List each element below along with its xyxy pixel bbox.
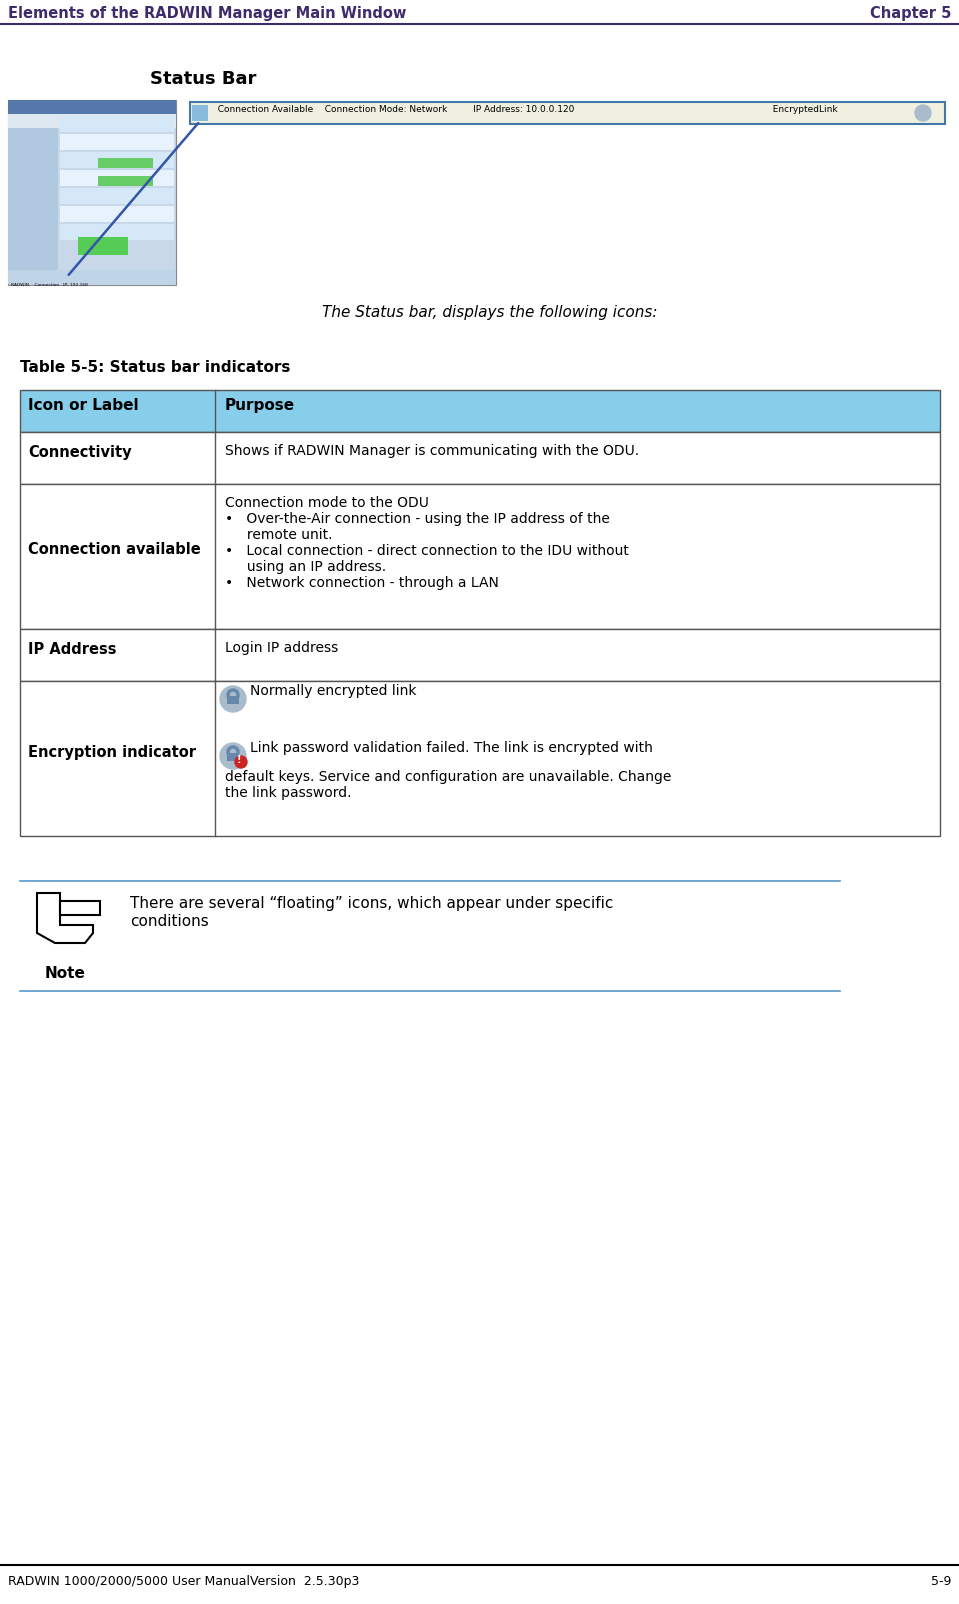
Text: Connectivity: Connectivity	[28, 444, 131, 459]
Bar	[60, 225, 174, 241]
Text: Status Bar: Status Bar	[150, 71, 256, 88]
Bar	[192, 104, 208, 120]
Text: remote unit.: remote unit.	[225, 528, 333, 542]
Text: Connection Available    Connection Mode: Network         IP Address: 10.0.0.120 : Connection Available Connection Mode: Ne…	[212, 104, 837, 114]
Bar	[20, 484, 940, 629]
Text: Link password validation failed. The link is encrypted with: Link password validation failed. The lin…	[250, 741, 653, 755]
Bar	[8, 99, 176, 114]
Bar	[78, 237, 128, 255]
Text: There are several “floating” icons, which appear under specific: There are several “floating” icons, whic…	[130, 897, 614, 911]
Text: •   Over-the-Air connection - using the IP address of the: • Over-the-Air connection - using the IP…	[225, 512, 610, 526]
Text: Login IP address: Login IP address	[225, 642, 339, 654]
Bar	[227, 696, 239, 704]
Text: !: !	[237, 755, 242, 765]
Bar	[8, 114, 176, 128]
Bar	[60, 135, 174, 151]
Text: RADWIN 1000/2000/5000 User ManualVersion  2.5.30p3: RADWIN 1000/2000/5000 User ManualVersion…	[8, 1575, 360, 1588]
Text: RADWIN    Connection   IP: 192.168: RADWIN Connection IP: 192.168	[11, 282, 88, 287]
Text: Connection available: Connection available	[28, 542, 200, 558]
Bar	[20, 390, 940, 431]
Bar	[20, 431, 940, 484]
Text: Purpose: Purpose	[225, 398, 295, 412]
Text: Encryption indicator: Encryption indicator	[28, 744, 196, 760]
Bar	[60, 188, 174, 204]
Text: Shows if RADWIN Manager is communicating with the ODU.: Shows if RADWIN Manager is communicating…	[225, 444, 639, 459]
Bar	[98, 176, 153, 186]
Bar	[60, 115, 174, 132]
Circle shape	[915, 104, 931, 120]
Text: •   Local connection - direct connection to the IDU without: • Local connection - direct connection t…	[225, 544, 629, 558]
Bar	[8, 269, 176, 284]
Text: Connection mode to the ODU: Connection mode to the ODU	[225, 496, 429, 510]
Text: Normally encrypted link: Normally encrypted link	[250, 683, 416, 698]
Bar	[190, 103, 945, 124]
Bar	[98, 159, 153, 168]
Bar	[20, 629, 940, 682]
Text: •   Network connection - through a LAN: • Network connection - through a LAN	[225, 576, 499, 590]
Bar	[8, 128, 58, 273]
Bar	[8, 99, 176, 286]
Text: Chapter 5: Chapter 5	[870, 6, 951, 21]
Polygon shape	[37, 893, 93, 943]
Polygon shape	[60, 901, 100, 914]
Bar	[60, 205, 174, 221]
Text: default keys. Service and configuration are unavailable. Change: default keys. Service and configuration …	[225, 770, 671, 784]
Text: Elements of the RADWIN Manager Main Window: Elements of the RADWIN Manager Main Wind…	[8, 6, 407, 21]
Circle shape	[220, 743, 246, 768]
Text: IP Address: IP Address	[28, 642, 116, 656]
Text: Note: Note	[44, 966, 85, 982]
Bar	[60, 170, 174, 186]
Bar	[20, 682, 940, 836]
Bar	[227, 752, 239, 760]
Text: conditions: conditions	[130, 914, 209, 929]
Text: The Status bar, displays the following icons:: The Status bar, displays the following i…	[322, 305, 658, 321]
Bar	[60, 152, 174, 168]
Text: 5-9: 5-9	[930, 1575, 951, 1588]
Circle shape	[220, 687, 246, 712]
Text: the link password.: the link password.	[225, 786, 352, 800]
Text: Icon or Label: Icon or Label	[28, 398, 139, 412]
Circle shape	[235, 755, 247, 768]
Text: using an IP address.: using an IP address.	[225, 560, 386, 574]
Text: Table 5-5: Status bar indicators: Table 5-5: Status bar indicators	[20, 359, 291, 375]
